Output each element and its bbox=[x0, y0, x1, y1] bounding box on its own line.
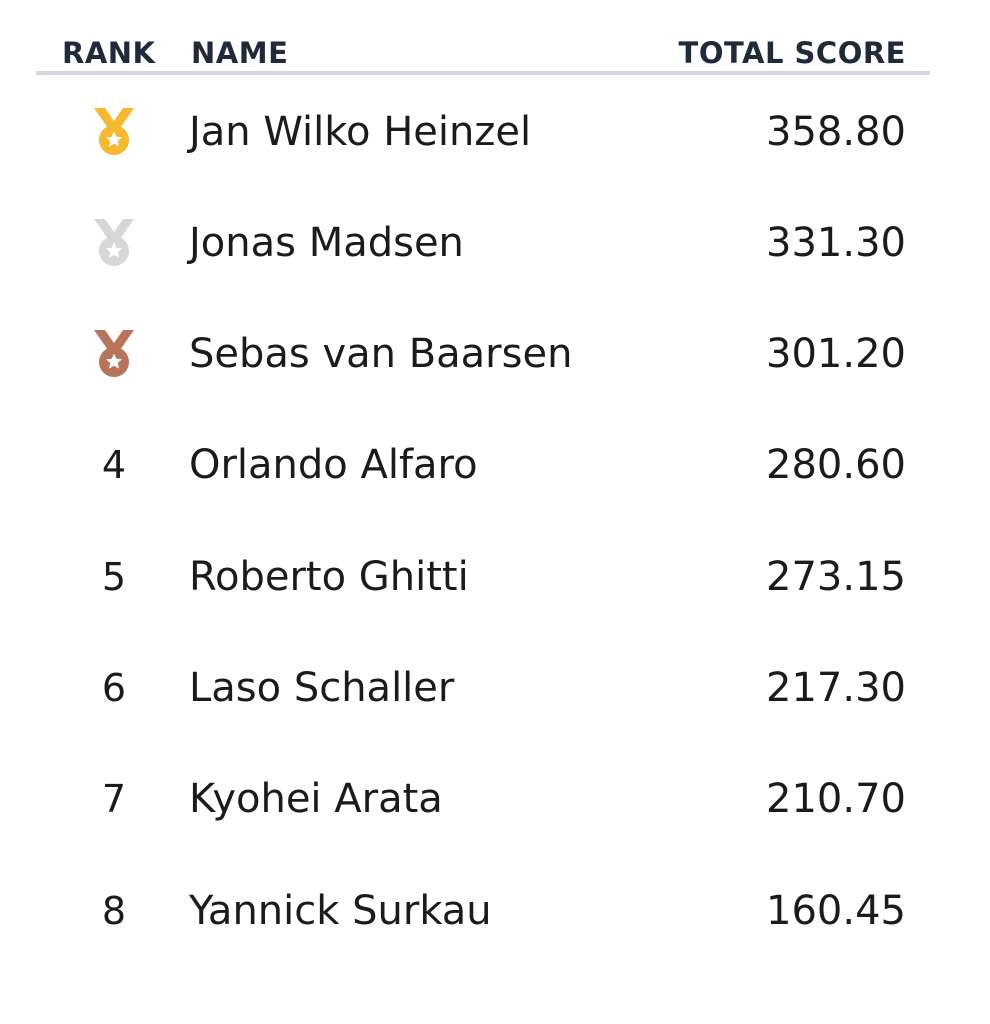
header-divider bbox=[36, 71, 930, 75]
table-row: 5 Roberto Ghitti 273.15 bbox=[36, 521, 930, 632]
table-row: 4 Orlando Alfaro 280.60 bbox=[36, 410, 930, 521]
athlete-name: Roberto Ghitti bbox=[189, 553, 469, 600]
total-score: 280.60 bbox=[766, 442, 906, 489]
rank-cell: 7 bbox=[76, 744, 152, 855]
total-score: 301.20 bbox=[766, 331, 906, 378]
rank-cell: 8 bbox=[76, 855, 152, 966]
table-row: Jan Wilko Heinzel 358.80 bbox=[36, 76, 930, 187]
rank-cell: 6 bbox=[76, 632, 152, 743]
total-score: 273.15 bbox=[766, 553, 906, 600]
rank-number: 5 bbox=[101, 554, 127, 599]
table-body: Jan Wilko Heinzel 358.80 Jonas Madsen 33… bbox=[36, 76, 930, 966]
table-header: RANK NAME TOTAL SCORE bbox=[36, 0, 930, 76]
rank-cell bbox=[76, 187, 152, 298]
rank-number: 8 bbox=[101, 888, 127, 933]
athlete-name: Jonas Madsen bbox=[189, 219, 464, 266]
total-score: 358.80 bbox=[766, 108, 906, 155]
table-row: 8 Yannick Surkau 160.45 bbox=[36, 855, 930, 966]
athlete-name: Jan Wilko Heinzel bbox=[189, 108, 532, 155]
table-row: Sebas van Baarsen 301.20 bbox=[36, 299, 930, 410]
total-score: 160.45 bbox=[766, 887, 906, 934]
rank-cell bbox=[76, 76, 152, 187]
total-score: 217.30 bbox=[766, 664, 906, 711]
total-score: 210.70 bbox=[766, 776, 906, 823]
silver-medal-icon bbox=[94, 218, 134, 266]
header-total-score: TOTAL SCORE bbox=[678, 36, 906, 70]
leaderboard-table: RANK NAME TOTAL SCORE Jan Wilko Heinzel … bbox=[36, 0, 930, 934]
table-row: 7 Kyohei Arata 210.70 bbox=[36, 744, 930, 855]
header-name: NAME bbox=[191, 36, 289, 70]
rank-number: 7 bbox=[101, 777, 127, 822]
table-row: Jonas Madsen 331.30 bbox=[36, 187, 930, 298]
athlete-name: Sebas van Baarsen bbox=[189, 331, 573, 378]
rank-cell: 4 bbox=[76, 410, 152, 521]
bronze-medal-icon bbox=[94, 330, 134, 378]
athlete-name: Yannick Surkau bbox=[189, 887, 492, 934]
athlete-name: Kyohei Arata bbox=[189, 776, 443, 823]
rank-number: 6 bbox=[101, 665, 127, 710]
rank-cell bbox=[76, 299, 152, 410]
rank-number: 4 bbox=[101, 443, 127, 488]
header-rank: RANK bbox=[62, 36, 156, 70]
athlete-name: Orlando Alfaro bbox=[189, 442, 478, 489]
table-row: 6 Laso Schaller 217.30 bbox=[36, 632, 930, 743]
gold-medal-icon bbox=[94, 107, 134, 155]
total-score: 331.30 bbox=[766, 219, 906, 266]
rank-cell: 5 bbox=[76, 521, 152, 632]
athlete-name: Laso Schaller bbox=[189, 664, 455, 711]
